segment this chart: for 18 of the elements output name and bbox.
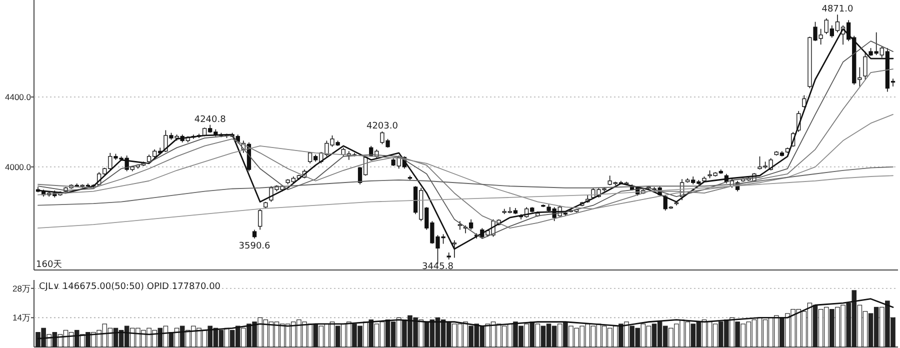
annotation: 3590.6 xyxy=(238,241,271,252)
line-series xyxy=(37,298,894,340)
line-series xyxy=(38,166,894,206)
candlestick xyxy=(258,208,262,230)
annotation: 4871.0 xyxy=(822,4,854,15)
annotation: 4203.0 xyxy=(366,121,398,132)
line-series xyxy=(38,114,894,210)
annotation: 160天 xyxy=(36,259,62,270)
chart-title: CJL∨ 146675.00(50:50) OPID 177870.00 xyxy=(39,282,221,292)
y-tick-label: 28万 xyxy=(12,283,31,294)
y-tick-label: 4400.0 xyxy=(5,92,32,102)
annotation: 3445.8 xyxy=(422,262,454,272)
y-tick-label: 4000.0 xyxy=(5,162,32,172)
y-tick-label: 14万 xyxy=(12,312,31,323)
annotation: 4240.8 xyxy=(194,114,226,125)
line-series xyxy=(38,68,894,229)
line-series xyxy=(38,175,894,229)
candlestick xyxy=(863,51,868,80)
